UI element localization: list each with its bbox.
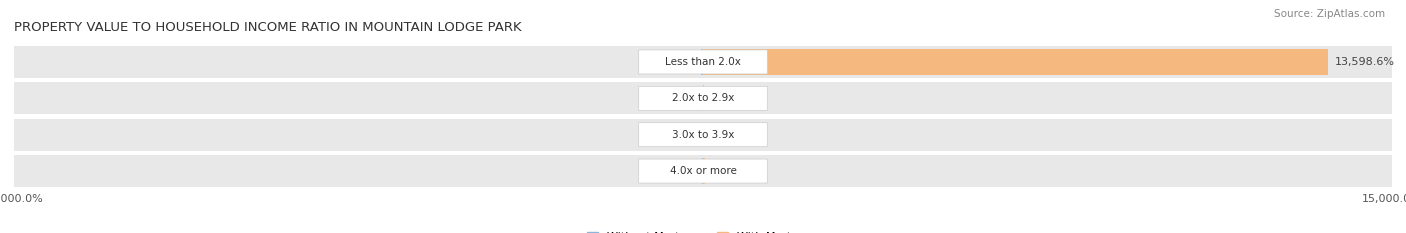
FancyBboxPatch shape (638, 159, 768, 183)
Text: Source: ZipAtlas.com: Source: ZipAtlas.com (1274, 9, 1385, 19)
Text: Less than 2.0x: Less than 2.0x (665, 57, 741, 67)
FancyBboxPatch shape (638, 86, 768, 110)
Bar (14, 119, 1392, 151)
Legend: Without Mortgage, With Mortgage: Without Mortgage, With Mortgage (588, 232, 818, 233)
Text: 13,598.6%: 13,598.6% (1334, 57, 1395, 67)
Text: 1.4%: 1.4% (710, 130, 738, 140)
Text: 45.5%: 45.5% (658, 57, 695, 67)
Bar (703, 158, 704, 184)
Bar (703, 49, 1327, 75)
Bar (14, 82, 1392, 114)
FancyBboxPatch shape (638, 123, 768, 147)
FancyBboxPatch shape (638, 50, 768, 74)
Bar (702, 49, 703, 75)
Text: 2.0x to 2.9x: 2.0x to 2.9x (672, 93, 734, 103)
Text: 3.4%: 3.4% (668, 93, 696, 103)
Text: 3.0x to 3.9x: 3.0x to 3.9x (672, 130, 734, 140)
Text: 26.8%: 26.8% (659, 166, 695, 176)
Text: 9.1%: 9.1% (668, 130, 696, 140)
Text: 43.9%: 43.9% (711, 166, 748, 176)
Text: PROPERTY VALUE TO HOUSEHOLD INCOME RATIO IN MOUNTAIN LODGE PARK: PROPERTY VALUE TO HOUSEHOLD INCOME RATIO… (14, 21, 522, 34)
Bar (14, 155, 1392, 187)
Text: 21.7%: 21.7% (711, 93, 747, 103)
Text: 4.0x or more: 4.0x or more (669, 166, 737, 176)
Bar (14, 46, 1392, 78)
